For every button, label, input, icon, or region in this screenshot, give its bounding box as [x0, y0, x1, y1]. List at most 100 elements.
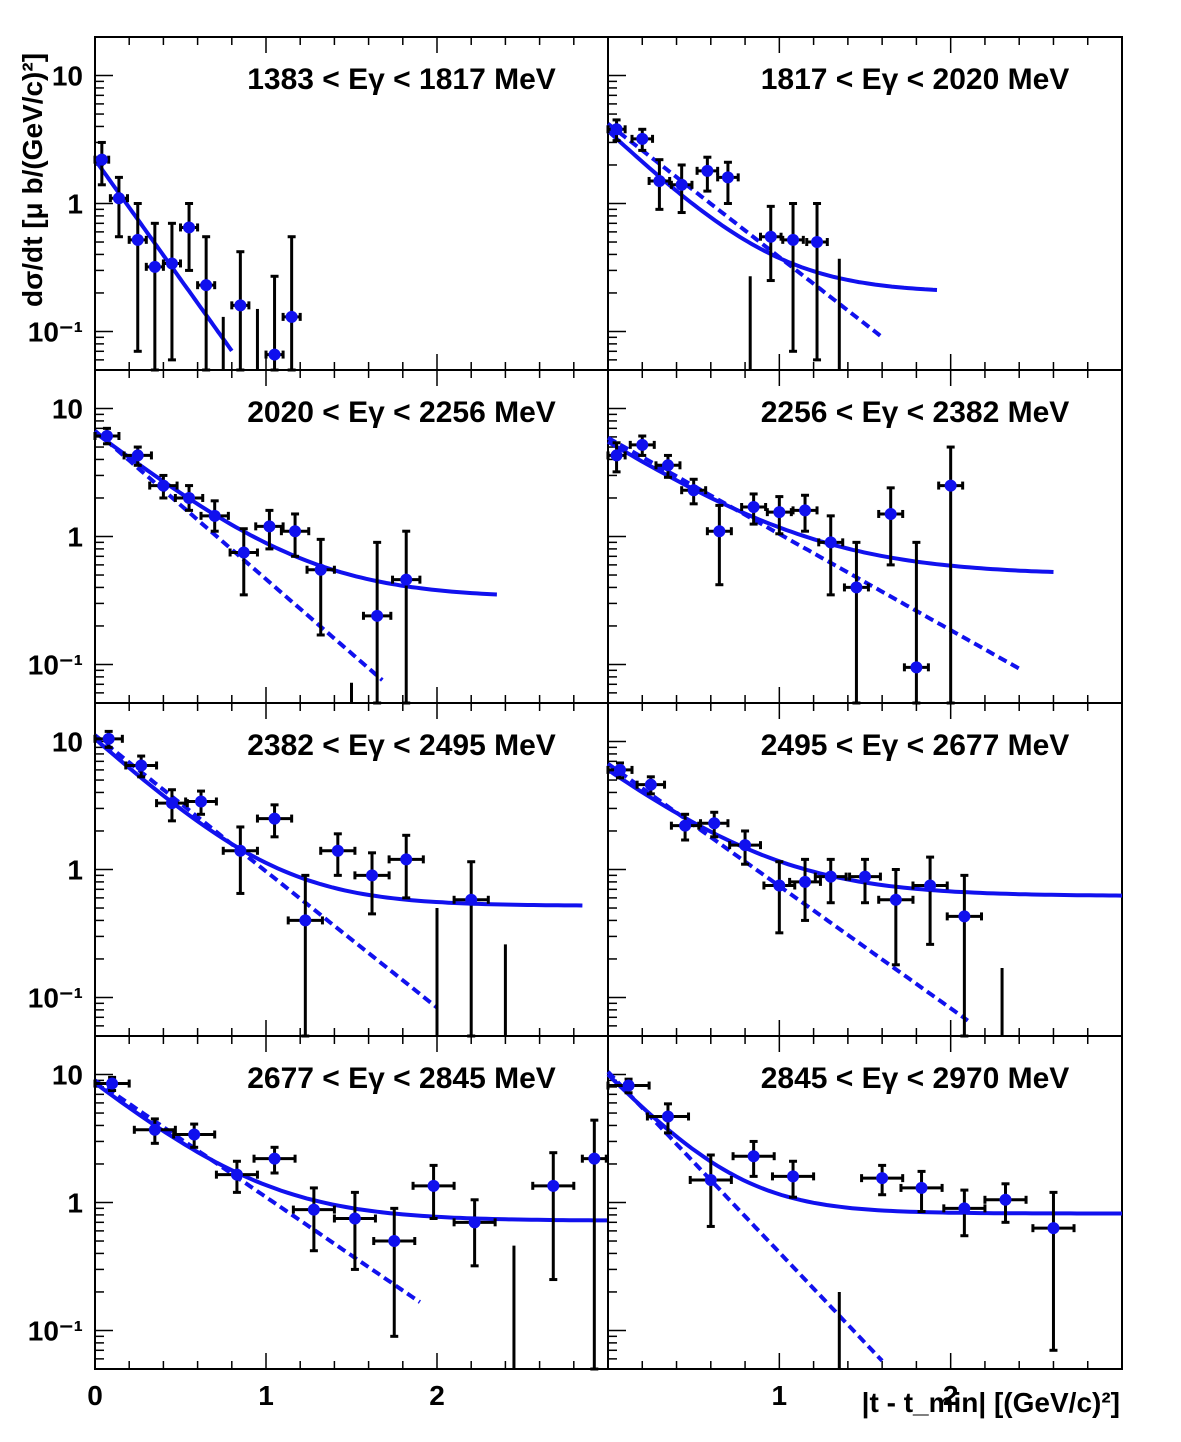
data-point — [348, 1212, 361, 1225]
data-point — [747, 1150, 760, 1163]
data-point — [135, 759, 148, 772]
data-point — [850, 581, 863, 594]
chart-panel-6: 2495 < Eγ < 2677 MeV — [606, 702, 1123, 1038]
data-point — [237, 546, 250, 559]
data-point — [289, 525, 302, 538]
x-axis-title: |t - t_min| [(GeV/c)²] — [862, 1387, 1120, 1418]
data-point — [465, 893, 478, 906]
data-point — [773, 506, 786, 519]
data-point — [915, 1181, 928, 1194]
x-tick-label: 1 — [772, 1380, 788, 1411]
data-point — [427, 1179, 440, 1192]
data-point — [388, 1235, 401, 1248]
x-tick-label: 1 — [258, 1380, 274, 1411]
data-point — [876, 1172, 889, 1185]
data-point — [268, 812, 281, 825]
x-tick-label: 2 — [943, 1380, 959, 1411]
data-point — [787, 233, 800, 246]
data-point — [165, 797, 178, 810]
data-point — [721, 171, 734, 184]
data-point — [701, 164, 714, 177]
data-point — [148, 260, 161, 273]
data-point — [268, 1152, 281, 1165]
chart-panel-4: 2256 < Eγ < 2382 MeV — [606, 369, 1123, 705]
data-point — [157, 479, 170, 492]
data-point — [675, 178, 688, 191]
data-point — [102, 732, 115, 745]
y-axis-title: dσ/dt [μ b/(GeV/c)²] — [17, 53, 48, 307]
fit-solid-line — [93, 158, 234, 353]
data-point — [747, 501, 760, 514]
data-point — [824, 536, 837, 549]
data-point — [314, 563, 327, 576]
data-point — [148, 1123, 161, 1136]
data-point — [704, 1173, 717, 1186]
data-point — [400, 573, 413, 586]
chart-panel-3: 10 1 10⁻¹ 2020 < Eγ < 2256 MeV — [28, 369, 609, 705]
chart-panel-8: 1 2 2845 < Eγ < 2970 MeV — [606, 1035, 1123, 1411]
x-tick-label: 2 — [429, 1380, 445, 1411]
data-point — [999, 1193, 1012, 1206]
data-point — [268, 348, 281, 361]
data-point — [799, 504, 812, 517]
y-tick-label: 10⁻¹ — [28, 316, 83, 347]
data-point — [636, 438, 649, 451]
panel-title: 2382 < Eγ < 2495 MeV — [247, 729, 556, 762]
data-point — [636, 132, 649, 145]
data-point — [622, 1079, 635, 1092]
data-point — [884, 507, 897, 520]
data-point — [299, 914, 312, 927]
data-point — [787, 1170, 800, 1183]
data-point — [371, 609, 384, 622]
data-point — [924, 879, 937, 892]
data-point — [859, 870, 871, 883]
data-point — [95, 153, 108, 166]
data-point — [653, 174, 666, 187]
data-point — [764, 230, 777, 243]
data-point — [183, 221, 196, 234]
data-point — [944, 479, 957, 492]
fit-solid-line — [606, 1073, 1122, 1216]
y-tick-label: 1 — [67, 1188, 83, 1219]
data-point — [644, 778, 657, 791]
data-point — [773, 879, 786, 892]
data-point — [679, 819, 692, 832]
y-tick-label: 1 — [67, 522, 83, 553]
data-point — [234, 299, 247, 312]
data-point — [799, 875, 812, 888]
y-tick-label: 10 — [52, 1060, 83, 1091]
panel-title: 1383 < Eγ < 1817 MeV — [247, 63, 556, 96]
y-tick-label: 10 — [52, 61, 83, 92]
data-point — [958, 1202, 971, 1215]
data-point — [739, 839, 752, 852]
data-point — [613, 763, 626, 776]
panel-title: 2256 < Eγ < 2382 MeV — [761, 396, 1070, 429]
data-point — [285, 310, 298, 323]
fit-dashed-line — [607, 436, 1021, 671]
y-tick-label: 1 — [67, 189, 83, 220]
data-point — [610, 123, 623, 136]
data-point — [131, 449, 144, 462]
y-tick-label: 10⁻¹ — [28, 1315, 83, 1346]
data-point — [661, 1110, 674, 1123]
data-point — [708, 817, 721, 830]
data-point — [588, 1152, 601, 1165]
data-point — [106, 1077, 119, 1090]
data-point — [910, 661, 923, 674]
data-point — [100, 429, 113, 442]
y-tick-label: 10 — [52, 394, 83, 425]
data-point — [195, 795, 208, 808]
fit-dashed-line — [93, 733, 439, 1010]
chart-panel-1: 10 1 10⁻¹ 1383 < Eγ < 1817 MeV — [28, 36, 609, 372]
data-point — [811, 236, 824, 249]
data-point — [230, 1168, 243, 1181]
data-point — [661, 459, 674, 472]
data-point — [263, 520, 276, 533]
data-point — [687, 484, 700, 497]
data-point — [547, 1179, 560, 1192]
y-tick-label: 10⁻¹ — [28, 649, 83, 680]
data-point — [400, 853, 413, 866]
panel-title: 2845 < Eγ < 2970 MeV — [761, 1062, 1070, 1095]
data-point — [165, 257, 178, 270]
